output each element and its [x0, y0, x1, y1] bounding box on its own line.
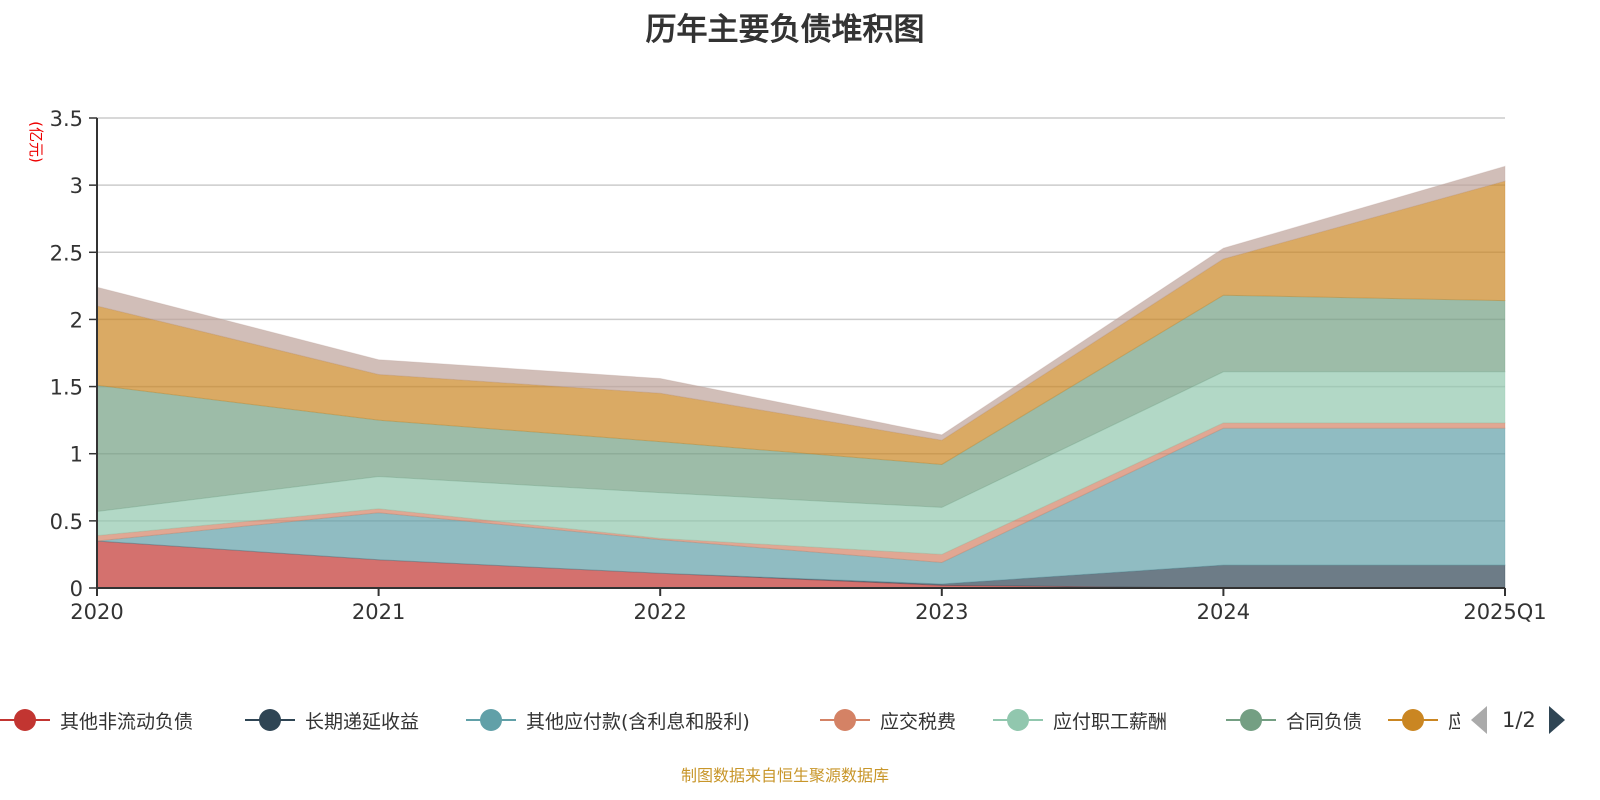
legend-next-icon[interactable]	[1548, 706, 1566, 734]
y-tick-label: 0.5	[50, 510, 83, 534]
area-series-6	[96, 294, 1506, 513]
legend-label: 其他非流动负债	[60, 710, 194, 733]
x-tick-label: 2021	[352, 600, 405, 624]
legend-item[interactable]: 长期递延收益	[245, 700, 419, 740]
y-tick-label: 1	[70, 443, 83, 467]
legend-item[interactable]: 应交税费	[820, 700, 956, 740]
y-tick-label: 3	[70, 174, 83, 198]
legend-label: 长期递延收益	[305, 710, 420, 733]
chart-title: 历年主要负债堆积图	[645, 12, 925, 48]
area-series-7	[96, 180, 1506, 465]
y-axis-unit: (亿元)	[27, 121, 45, 163]
legend-item[interactable]: 应付职工薪酬	[993, 700, 1167, 740]
legend: 其他非流动负债 长期递延收益 其他应付款(含利息和股利) 应交税费 应付职工薪酬 合同负债…	[0, 700, 1600, 740]
legend-item[interactable]: 应	[1388, 700, 1460, 740]
legend-marker-icon	[466, 709, 516, 731]
legend-marker-icon	[0, 709, 50, 731]
source-note: 制图数据来自恒生聚源数据库	[680, 766, 889, 785]
legend-marker-icon	[1388, 709, 1438, 731]
area-series-8	[96, 165, 1506, 441]
area-series-2	[96, 540, 1506, 589]
y-tick-label: 1.5	[50, 376, 83, 400]
y-tick-label: 2.5	[50, 241, 83, 265]
legend-prev-icon[interactable]	[1470, 706, 1488, 734]
x-tick-label: 2025Q1	[1463, 600, 1546, 624]
legend-marker-icon	[820, 709, 870, 731]
legend-label: 合同负债	[1286, 710, 1363, 733]
legend-page-number: 1/2	[1502, 708, 1536, 732]
legend-marker-icon	[1226, 709, 1276, 731]
x-tick-label: 2020	[70, 600, 123, 624]
legend-pager: 1/2	[1470, 700, 1566, 740]
legend-marker-icon	[245, 709, 295, 731]
legend-label: 应交税费	[880, 710, 957, 733]
x-tick-label: 2022	[633, 600, 686, 624]
y-tick-label: 0	[70, 577, 83, 601]
legend-item[interactable]: 其他非流动负债	[0, 700, 193, 740]
legend-label: 应付职工薪酬	[1053, 710, 1168, 733]
legend-item[interactable]: 合同负债	[1226, 700, 1362, 740]
stacked-area-chart: 0 0.5 1 1.5 2 2.5 3 3.5 2020 2021 2022 2023 2024 2025…	[27, 107, 1547, 624]
legend-item[interactable]: 其他应付款(含利息和股利)	[466, 700, 750, 740]
x-tick-label: 2023	[915, 600, 968, 624]
x-tick-label: 2024	[1197, 600, 1250, 624]
y-tick-label: 3.5	[50, 107, 83, 131]
legend-label: 其他应付款(含利息和股利)	[526, 710, 750, 733]
legend-marker-icon	[993, 709, 1043, 731]
y-tick-label: 2	[70, 308, 83, 332]
legend-label: 应	[1448, 710, 1460, 733]
